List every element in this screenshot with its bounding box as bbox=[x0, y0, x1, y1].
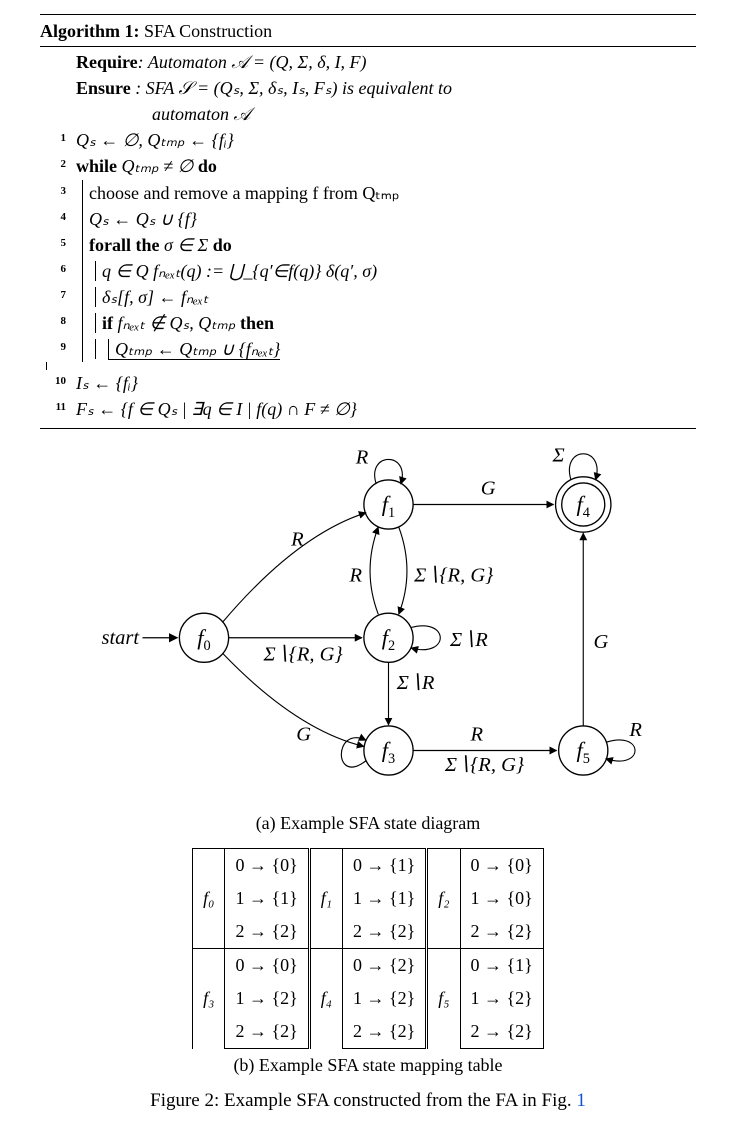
mapping-table: f₀ 0 → {0} f₁ 0 → {1} f₂ 0 → {0} 1 → {1}… bbox=[192, 848, 544, 1049]
svg-text:Σ∖R: Σ∖R bbox=[396, 672, 435, 694]
ensure-line-2: automaton 𝒜 bbox=[40, 101, 696, 127]
algo-line: 2 while Qₜₘₚ ≠ ∅ do bbox=[40, 153, 696, 179]
sfa-diagram-svg: start f0 f1 f2 f3 f4 f5 R bbox=[40, 443, 696, 802]
start-label: start bbox=[102, 627, 141, 649]
algo-line: 7 δₛ[f, σ] ← fₙₑₓₜ bbox=[40, 284, 696, 310]
table-caption: (b) Example SFA state mapping table bbox=[40, 1055, 696, 1076]
algo-line: 1 Qₛ ← ∅, Qₜₘₚ ← {fᵢ} bbox=[40, 127, 696, 153]
algo-line: 11 Fₛ ← {f ∈ Qₛ | ∃q ∈ I | f(q) ∩ F ≠ ∅} bbox=[40, 396, 696, 422]
svg-text:G: G bbox=[594, 631, 609, 653]
algo-line: 5 forall the σ ∈ Σ do bbox=[40, 232, 696, 258]
figure-caption: Figure 2: Example SFA constructed from t… bbox=[40, 1090, 696, 1112]
algo-line: 10 Iₛ ← {fᵢ} bbox=[40, 370, 696, 396]
svg-text:R: R bbox=[349, 565, 363, 587]
algo-line: 4 Qₛ ← Qₛ ∪ {f} bbox=[40, 206, 696, 232]
ensure-line: Ensure : SFA 𝒮 = (Qₛ, Σ, δₛ, Iₛ, Fₛ) is … bbox=[40, 75, 696, 101]
svg-text:G: G bbox=[481, 478, 496, 500]
algo-line: 6 q ∈ Q fₙₑₓₜ(q) := ⋃_{q′∈f(q)} δ(q′, σ) bbox=[40, 258, 696, 284]
algo-name: SFA Construction bbox=[144, 21, 272, 41]
svg-text:Σ∖R: Σ∖R bbox=[449, 629, 488, 651]
svg-text:R: R bbox=[628, 720, 642, 742]
svg-text:R: R bbox=[470, 724, 484, 746]
algo-number: Algorithm 1: bbox=[40, 21, 139, 41]
algorithm-block: Algorithm 1: SFA Construction Require: A… bbox=[40, 14, 696, 429]
algo-line: 9 Qₜₘₚ ← Qₜₘₚ ∪ {fₙₑₓₜ} bbox=[40, 336, 696, 362]
svg-text:Σ∖{R, G}: Σ∖{R, G} bbox=[444, 754, 525, 776]
algo-line: 8 if fₙₑₓₜ ∉ Qₛ, Qₜₘₚ then bbox=[40, 310, 696, 336]
svg-text:R: R bbox=[290, 529, 304, 551]
svg-text:R: R bbox=[355, 447, 369, 469]
algo-line: 3 choose and remove a mapping f from Qₜₘ… bbox=[40, 180, 696, 206]
svg-text:G: G bbox=[296, 724, 311, 746]
svg-text:Σ∖{R, G}: Σ∖{R, G} bbox=[413, 565, 494, 587]
algorithm-title: Algorithm 1: SFA Construction bbox=[40, 15, 696, 46]
figure-link[interactable]: 1 bbox=[576, 1090, 586, 1111]
require-line: Require: Automaton 𝒜 = (Q, Σ, δ, I, F) bbox=[40, 49, 696, 75]
svg-text:Σ: Σ bbox=[552, 445, 565, 467]
sfa-diagram: start f0 f1 f2 f3 f4 f5 R bbox=[40, 443, 696, 834]
svg-text:Σ∖{R, G}: Σ∖{R, G} bbox=[262, 644, 343, 666]
diagram-caption: (a) Example SFA state diagram bbox=[40, 813, 696, 834]
